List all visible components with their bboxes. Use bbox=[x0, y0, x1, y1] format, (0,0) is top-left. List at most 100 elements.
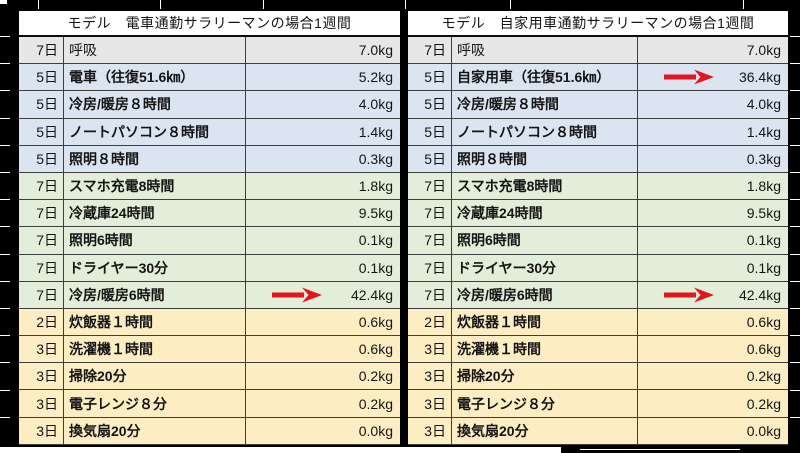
day-cell[interactable]: 2日 bbox=[19, 308, 64, 337]
item-cell[interactable]: スマホ充電8時間 bbox=[452, 172, 638, 201]
value-cell[interactable]: 36.4kg bbox=[638, 64, 788, 92]
day-cell[interactable]: 7日 bbox=[19, 37, 64, 65]
value-cell[interactable]: 1.4kg bbox=[638, 118, 788, 146]
day-cell[interactable]: 7日 bbox=[408, 172, 452, 201]
day-cell[interactable]: 7日 bbox=[19, 200, 64, 228]
value-cell[interactable]: 0.6kg bbox=[246, 308, 400, 337]
value-cell[interactable]: 7.0kg bbox=[246, 37, 400, 65]
day-cell[interactable]: 3日 bbox=[19, 390, 64, 418]
day-cell[interactable]: 3日 bbox=[408, 363, 452, 391]
day-cell[interactable]: 2日 bbox=[408, 308, 452, 337]
item-cell[interactable]: 照明８時間 bbox=[64, 145, 246, 173]
item-cell[interactable]: 冷房/暖房８時間 bbox=[64, 91, 246, 119]
value-cell[interactable]: 0.1kg bbox=[638, 254, 788, 282]
value-cell[interactable]: 4.0kg bbox=[638, 91, 788, 119]
day-cell[interactable]: 7日 bbox=[19, 172, 64, 201]
gridline-tick bbox=[0, 254, 10, 255]
day-cell[interactable]: 5日 bbox=[19, 145, 64, 173]
item-cell[interactable]: ノートパソコン８時間 bbox=[64, 118, 246, 146]
day-cell[interactable]: 7日 bbox=[408, 200, 452, 228]
item-cell[interactable]: 冷蔵庫24時間 bbox=[452, 200, 638, 228]
value-cell[interactable]: 42.4kg bbox=[638, 281, 788, 309]
item-cell[interactable]: 掃除20分 bbox=[452, 363, 638, 391]
day-cell[interactable]: 7日 bbox=[408, 37, 452, 65]
value-cell[interactable]: 7.0kg bbox=[638, 37, 788, 65]
item-cell[interactable]: 照明6時間 bbox=[64, 227, 246, 255]
item-cell[interactable]: 照明８時間 bbox=[452, 145, 638, 173]
day-cell[interactable]: 7日 bbox=[19, 281, 64, 309]
item-cell[interactable]: 掃除20分 bbox=[64, 363, 246, 391]
value-cell[interactable]: 1.8kg bbox=[246, 172, 400, 201]
item-cell[interactable]: 照明6時間 bbox=[452, 227, 638, 255]
day-cell[interactable]: 3日 bbox=[408, 390, 452, 418]
item-cell[interactable]: 電車（往復51.6㎞） bbox=[64, 64, 246, 92]
value-cell[interactable]: 0.3kg bbox=[246, 145, 400, 173]
item-cell[interactable]: ノートパソコン８時間 bbox=[452, 118, 638, 146]
item-cell[interactable]: 換気扇20分 bbox=[452, 417, 638, 445]
item-cell[interactable]: 冷蔵庫24時間 bbox=[64, 200, 246, 228]
day-cell[interactable]: 5日 bbox=[408, 118, 452, 146]
day-cell[interactable]: 3日 bbox=[408, 336, 452, 364]
value-cell[interactable]: 0.2kg bbox=[638, 363, 788, 391]
item-cell[interactable]: 洗濯機１時間 bbox=[64, 336, 246, 364]
day-cell[interactable]: 7日 bbox=[408, 281, 452, 309]
table-title-cell[interactable]: モデル 自家用車通勤サラリーマンの場合1週間 bbox=[408, 11, 788, 37]
value-cell[interactable]: 42.4kg bbox=[246, 281, 400, 309]
day-cell[interactable]: 3日 bbox=[19, 417, 64, 445]
item-cell[interactable]: 呼吸 bbox=[452, 37, 638, 65]
value-cell[interactable]: 9.5kg bbox=[246, 200, 400, 228]
item-cell[interactable]: ドライヤー30分 bbox=[452, 254, 638, 282]
item-cell[interactable]: 洗濯機１時間 bbox=[452, 336, 638, 364]
value-cell[interactable]: 0.6kg bbox=[638, 308, 788, 337]
value-cell[interactable]: 5.2kg bbox=[246, 64, 400, 92]
item-cell[interactable]: 冷房/暖房6時間 bbox=[64, 281, 246, 309]
value-cell[interactable]: 0.2kg bbox=[246, 363, 400, 391]
item-cell[interactable]: 呼吸 bbox=[64, 37, 246, 65]
day-cell[interactable]: 5日 bbox=[19, 118, 64, 146]
item-cell[interactable]: 自家用車（往復51.6㎞） bbox=[452, 64, 638, 92]
red-arrow-annotation bbox=[664, 69, 714, 85]
day-cell[interactable]: 7日 bbox=[19, 254, 64, 282]
item-cell[interactable]: 換気扇20分 bbox=[64, 417, 246, 445]
item-cell[interactable]: 炊飯器１時間 bbox=[452, 308, 638, 337]
item-cell[interactable]: 電子レンジ８分 bbox=[64, 390, 246, 418]
day-cell[interactable]: 7日 bbox=[19, 227, 64, 255]
table-title-cell[interactable]: モデル 電車通勤サラリーマンの場合1週間 bbox=[19, 11, 400, 37]
value-cell[interactable]: 0.1kg bbox=[638, 227, 788, 255]
value-cell[interactable]: 0.6kg bbox=[246, 336, 400, 364]
value-cell[interactable]: 0.1kg bbox=[246, 227, 400, 255]
value-cell[interactable]: 0.1kg bbox=[246, 254, 400, 282]
item-cell[interactable]: 冷房/暖房８時間 bbox=[452, 91, 638, 119]
item-cell[interactable]: 炊飯器１時間 bbox=[64, 308, 246, 337]
gridline-tick bbox=[0, 390, 10, 391]
day-cell[interactable]: 3日 bbox=[408, 417, 452, 445]
item-cell[interactable]: 冷房/暖房6時間 bbox=[452, 281, 638, 309]
value-cell[interactable]: 0.0kg bbox=[246, 417, 400, 445]
sheet-margin-top bbox=[0, 0, 800, 9]
item-cell[interactable]: 電子レンジ８分 bbox=[452, 390, 638, 418]
day-cell[interactable]: 7日 bbox=[408, 227, 452, 255]
value-text: 1.8kg bbox=[358, 178, 393, 195]
day-cell[interactable]: 3日 bbox=[19, 363, 64, 391]
day-cell[interactable]: 5日 bbox=[408, 91, 452, 119]
day-cell[interactable]: 5日 bbox=[408, 145, 452, 173]
value-cell[interactable]: 1.4kg bbox=[246, 118, 400, 146]
value-cell[interactable]: 0.3kg bbox=[638, 145, 788, 173]
value-cell[interactable]: 4.0kg bbox=[246, 91, 400, 119]
value-cell[interactable]: 0.0kg bbox=[638, 417, 788, 445]
item-cell[interactable]: ドライヤー30分 bbox=[64, 254, 246, 282]
value-cell[interactable]: 9.5kg bbox=[638, 200, 788, 228]
day-cell[interactable]: 5日 bbox=[19, 64, 64, 92]
value-text: 0.2kg bbox=[358, 395, 393, 412]
value-cell[interactable]: 1.8kg bbox=[638, 172, 788, 201]
value-cell[interactable]: 0.2kg bbox=[638, 390, 788, 418]
value-cell[interactable]: 0.6kg bbox=[638, 336, 788, 364]
day-cell[interactable]: 5日 bbox=[408, 64, 452, 92]
value-cell[interactable]: 0.2kg bbox=[246, 390, 400, 418]
day-cell[interactable]: 5日 bbox=[19, 91, 64, 119]
day-cell[interactable]: 3日 bbox=[19, 336, 64, 364]
day-cell[interactable]: 7日 bbox=[408, 254, 452, 282]
gridline-tick bbox=[790, 172, 800, 173]
item-cell[interactable]: スマホ充電8時間 bbox=[64, 172, 246, 201]
